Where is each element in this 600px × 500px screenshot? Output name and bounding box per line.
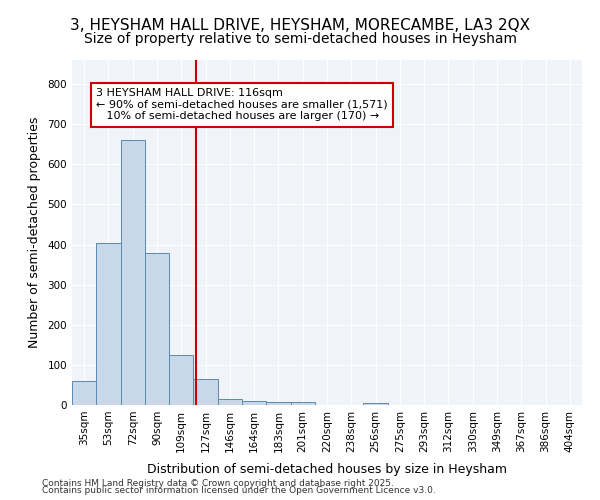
Text: Size of property relative to semi-detached houses in Heysham: Size of property relative to semi-detach… (83, 32, 517, 46)
Bar (72, 381, 96, 405)
Text: 3, HEYSHAM HALL DRIVE, HEYSHAM, MORECAMBE, LA3 2QX: 3, HEYSHAM HALL DRIVE, HEYSHAM, MORECAMB… (70, 18, 530, 32)
Bar (169, 355, 193, 405)
Text: Contains HM Land Registry data © Crown copyright and database right 2025.: Contains HM Land Registry data © Crown c… (42, 478, 394, 488)
Bar (218, 399, 242, 405)
Bar (96, 242, 121, 405)
X-axis label: Distribution of semi-detached houses by size in Heysham: Distribution of semi-detached houses by … (147, 463, 507, 476)
Bar (121, 140, 145, 405)
Bar (145, 252, 169, 405)
Bar (242, 401, 266, 405)
Text: Contains public sector information licensed under the Open Government Licence v3: Contains public sector information licen… (42, 486, 436, 495)
Bar (266, 402, 290, 405)
Y-axis label: Number of semi-detached properties: Number of semi-detached properties (28, 117, 41, 348)
Bar (193, 379, 218, 405)
Bar (290, 402, 315, 405)
Bar (364, 403, 388, 405)
Text: 3 HEYSHAM HALL DRIVE: 116sqm
← 90% of semi-detached houses are smaller (1,571)
 : 3 HEYSHAM HALL DRIVE: 116sqm ← 90% of se… (96, 88, 388, 122)
